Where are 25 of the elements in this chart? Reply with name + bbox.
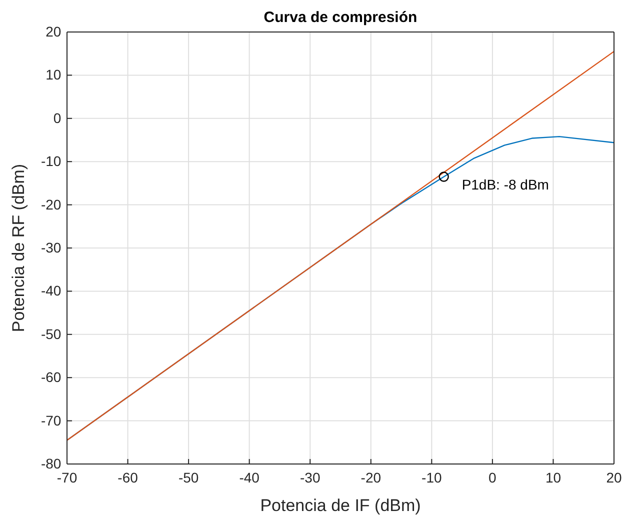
y-axis-title: Potencia de RF (dBm) [9, 164, 28, 332]
y-tick-label: -10 [40, 153, 62, 170]
x-tick-label: -30 [300, 469, 320, 486]
annotation: P1dB: -8 dBm [462, 176, 549, 193]
x-tick-label: -10 [422, 469, 442, 486]
x-tick-label: 0 [488, 469, 497, 486]
y-tick-label: -70 [40, 412, 62, 428]
y-tick-label: -50 [40, 326, 62, 342]
x-tick-label: -40 [239, 469, 260, 486]
x-tick-label: -50 [178, 469, 199, 486]
chart-title: Curva de compresión [264, 9, 418, 26]
y-tick-label: 0 [53, 110, 62, 126]
x-tick-label: -70 [56, 469, 78, 486]
y-tick-label: -20 [40, 196, 62, 212]
y-tick-label: -60 [40, 369, 62, 386]
x-tick-label: -60 [118, 469, 138, 486]
x-tick-label: -20 [360, 469, 382, 486]
y-tick-label: -30 [40, 239, 62, 256]
y-tick-label: -80 [40, 455, 62, 472]
y-tick-label: -40 [40, 282, 62, 299]
y-tick-label: 10 [46, 66, 62, 83]
x-tick-label: 20 [606, 469, 622, 486]
y-tick-label: 20 [46, 23, 62, 40]
x-tick-label: 10 [545, 469, 562, 486]
x-axis-title: Potencia de IF (dBm) [260, 496, 421, 515]
